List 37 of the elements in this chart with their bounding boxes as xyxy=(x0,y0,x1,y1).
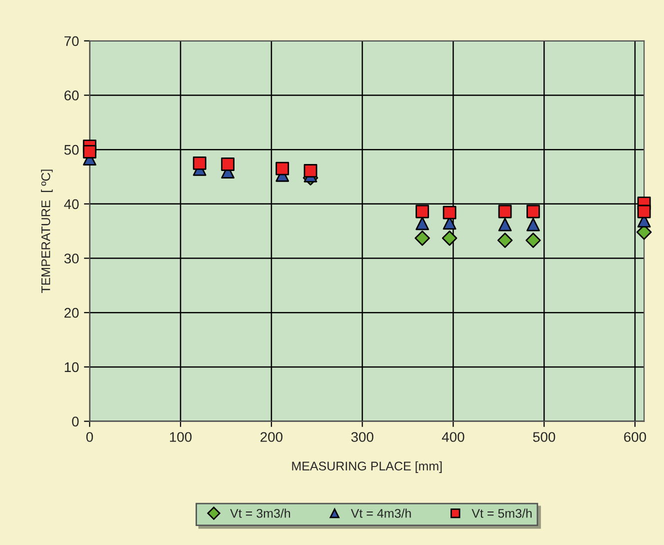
x-tick-label: 100 xyxy=(170,432,192,442)
y-tick-label: 30 xyxy=(64,254,79,264)
x-tick-label: 500 xyxy=(533,432,556,442)
point xyxy=(637,204,651,218)
point xyxy=(442,206,456,220)
x-tick-label: 300 xyxy=(351,432,374,442)
point xyxy=(221,158,235,171)
legend-label: Vt = 4m3/h xyxy=(350,508,411,518)
y-tick-label: 50 xyxy=(64,144,79,155)
y-tick-label: 10 xyxy=(64,362,79,372)
point xyxy=(304,164,318,178)
point xyxy=(416,204,430,218)
point xyxy=(526,204,540,218)
y-tick-label: 70 xyxy=(64,36,79,46)
point xyxy=(498,204,512,218)
x-tick-label: 0 xyxy=(86,432,93,442)
y-tick-label: 60 xyxy=(64,90,79,100)
legend-label: Vt = 5m3/h xyxy=(472,508,532,518)
point xyxy=(82,145,96,158)
x-tick-label: 200 xyxy=(260,432,282,442)
x-tick-label: 600 xyxy=(624,432,646,442)
y-tick-label: 40 xyxy=(64,199,79,210)
point xyxy=(497,232,513,248)
point xyxy=(526,218,540,232)
point xyxy=(416,216,430,230)
point xyxy=(192,156,206,170)
point xyxy=(526,232,541,248)
y-axis-title: TEMPERATURE [ ºC] xyxy=(41,170,53,294)
point xyxy=(498,218,512,232)
legend-label: Vt = 3m3/h xyxy=(230,508,290,518)
point xyxy=(276,162,290,176)
x-tick-label: 400 xyxy=(442,432,464,442)
x-axis-title: MEASURING PLACE [mm] xyxy=(292,461,442,473)
point xyxy=(414,230,430,246)
y-tick-label: 0 xyxy=(72,416,79,426)
y-tick-label: 20 xyxy=(64,308,79,318)
point xyxy=(442,230,458,246)
